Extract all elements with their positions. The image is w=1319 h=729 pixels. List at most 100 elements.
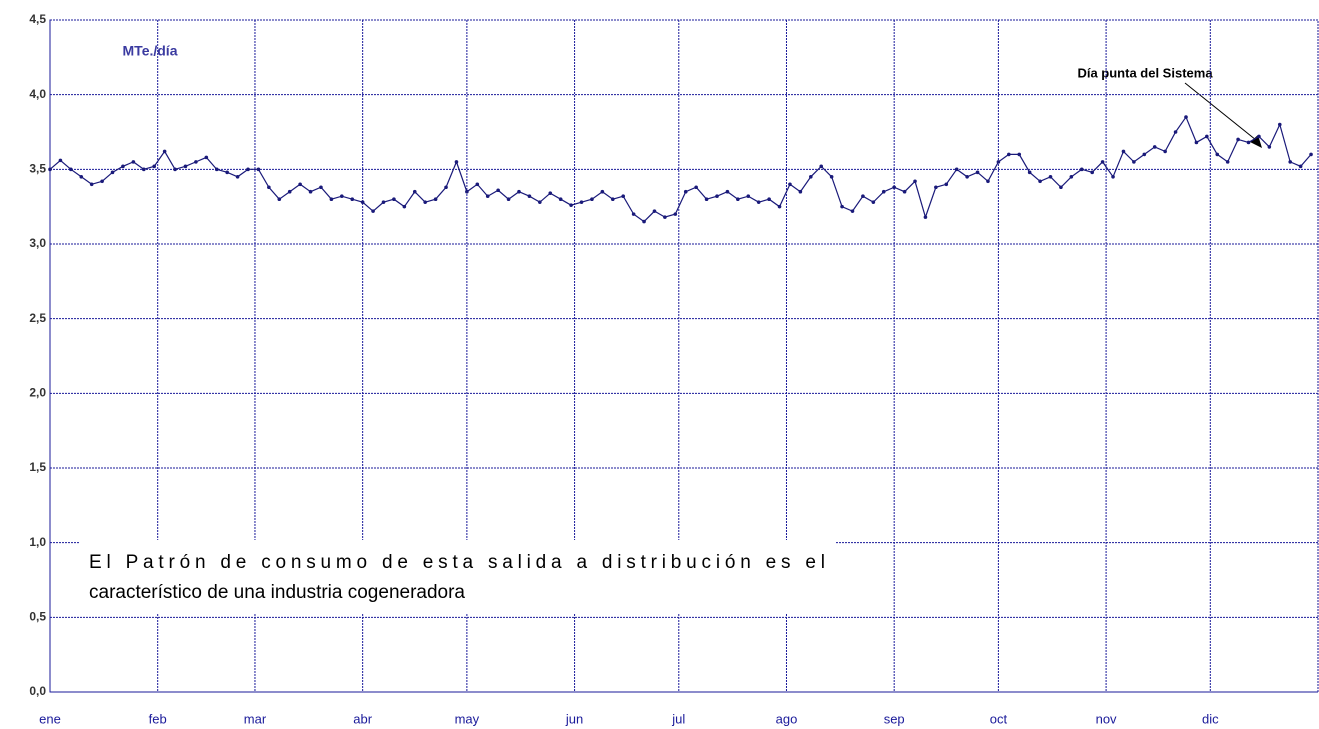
data-point xyxy=(340,194,344,199)
data-point xyxy=(121,164,125,169)
data-point xyxy=(131,160,136,164)
data-point xyxy=(58,158,63,163)
data-point xyxy=(610,197,615,201)
data-point xyxy=(371,209,375,213)
data-point xyxy=(913,179,917,184)
data-point xyxy=(162,149,167,154)
data-point xyxy=(746,194,751,199)
data-point xyxy=(600,189,605,194)
data-point xyxy=(548,191,553,196)
data-point xyxy=(1288,160,1293,164)
data-point xyxy=(621,194,626,199)
data-point xyxy=(89,182,94,187)
data-point xyxy=(569,203,573,207)
data-point xyxy=(1152,145,1157,149)
data-point xyxy=(631,212,636,216)
data-point xyxy=(423,200,427,204)
data-point xyxy=(1038,179,1042,184)
data-point xyxy=(1236,137,1240,142)
data-point xyxy=(1132,160,1136,164)
y-tick-label: 2,0 xyxy=(29,386,46,400)
data-point xyxy=(1079,167,1084,172)
data-point xyxy=(683,189,688,194)
data-point xyxy=(1111,175,1115,179)
data-point xyxy=(412,189,417,194)
data-point xyxy=(590,197,594,201)
note-box xyxy=(80,540,835,614)
data-point xyxy=(235,175,240,179)
data-point xyxy=(694,185,698,190)
data-point xyxy=(517,189,521,194)
data-point xyxy=(1163,149,1167,154)
y-tick-label: 3,5 xyxy=(29,162,46,176)
data-point xyxy=(1194,140,1199,145)
data-point xyxy=(194,160,198,164)
data-point xyxy=(433,197,438,201)
data-point xyxy=(48,167,52,172)
data-point xyxy=(767,197,771,201)
data-point xyxy=(287,189,292,194)
y-tick-label: 4,0 xyxy=(29,87,46,101)
data-point xyxy=(1184,115,1188,119)
data-point xyxy=(819,164,824,169)
x-tick-label: nov xyxy=(1096,711,1117,726)
data-point xyxy=(527,194,532,199)
data-point xyxy=(444,185,448,190)
data-point xyxy=(673,212,678,216)
data-point xyxy=(475,182,480,187)
data-point xyxy=(381,200,386,204)
data-point xyxy=(736,197,740,201)
data-point xyxy=(986,179,990,184)
data-point xyxy=(246,167,250,172)
data-point xyxy=(902,189,907,194)
data-point xyxy=(798,189,803,194)
unit-label: MTe./día xyxy=(123,43,178,59)
data-point xyxy=(329,197,334,201)
data-point xyxy=(975,170,980,175)
data-point xyxy=(350,197,355,201)
data-point xyxy=(69,167,73,172)
data-point xyxy=(756,200,761,204)
data-point xyxy=(1121,149,1126,154)
data-point xyxy=(1100,160,1105,164)
data-point xyxy=(871,200,876,204)
data-point xyxy=(809,175,813,179)
data-point xyxy=(319,185,323,190)
data-point xyxy=(663,215,667,219)
x-tick-label: mar xyxy=(244,711,267,726)
data-point xyxy=(225,170,229,175)
data-point xyxy=(579,200,584,204)
data-point xyxy=(1069,175,1074,179)
y-tick-label: 0,0 xyxy=(29,684,46,698)
data-point xyxy=(777,204,782,209)
data-point xyxy=(402,204,407,209)
data-point xyxy=(392,197,396,201)
data-point xyxy=(1142,152,1147,157)
data-point xyxy=(1309,152,1313,157)
data-point xyxy=(454,160,459,164)
data-point xyxy=(360,200,365,204)
data-point xyxy=(923,215,928,219)
data-point xyxy=(256,167,261,172)
y-tick-label: 3,0 xyxy=(29,236,46,250)
data-point xyxy=(881,189,886,194)
data-point xyxy=(1007,152,1011,157)
x-tick-label: jul xyxy=(671,711,685,726)
data-point xyxy=(725,189,730,194)
data-point xyxy=(642,219,646,224)
data-point xyxy=(183,164,188,169)
data-point xyxy=(1298,164,1303,169)
x-tick-label: sep xyxy=(884,711,905,726)
note-text: característico de una industria cogenera… xyxy=(89,582,465,603)
data-point xyxy=(1215,152,1220,157)
x-tick-label: may xyxy=(455,711,480,726)
data-point xyxy=(1059,185,1063,190)
data-point xyxy=(1048,175,1053,179)
data-point xyxy=(277,197,282,201)
y-tick-label: 4,5 xyxy=(29,12,46,26)
data-point xyxy=(267,185,271,190)
data-point xyxy=(141,167,146,172)
data-point xyxy=(485,194,490,199)
